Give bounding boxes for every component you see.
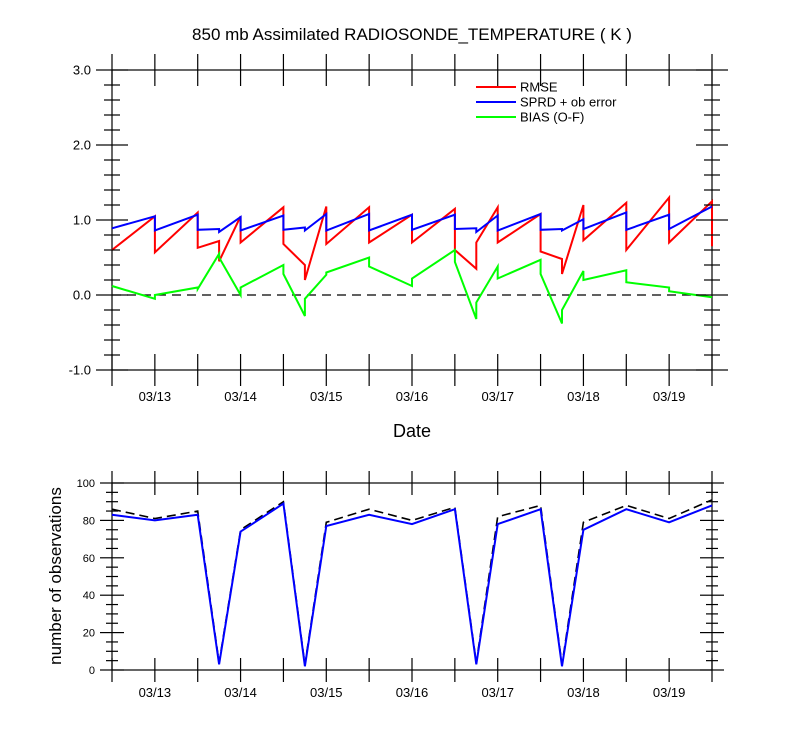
top-x-tick-label: 03/13 [139, 389, 172, 404]
bottom-x-tick-label: 03/14 [224, 685, 257, 700]
bottom-x-tick-label: 03/13 [139, 685, 172, 700]
bottom-x-tick-label: 03/17 [481, 685, 514, 700]
bottom-x-tick-label: 03/19 [653, 685, 686, 700]
top-y-tick-label: 3.0 [73, 63, 91, 78]
top-series-rmse [111, 194, 713, 281]
top-y-tick-label: -1.0 [69, 363, 91, 378]
bottom-y-tick-label: 40 [83, 590, 95, 602]
bottom-y-tick-label: 20 [83, 628, 95, 640]
top-chart: 850 mb Assimilated RADIOSONDE_TEMPERATUR… [69, 25, 728, 441]
bottom-chart-ylabel: number of observations [46, 487, 65, 665]
top-series-sprd-ob-error [111, 205, 713, 235]
bottom-y-tick-label: 0 [89, 665, 95, 677]
top-y-tick-label: 1.0 [73, 213, 91, 228]
legend-label-rmse: RMSE [520, 80, 558, 95]
top-chart-title: 850 mb Assimilated RADIOSONDE_TEMPERATUR… [192, 25, 632, 44]
bottom-series-assimilated-observations [111, 501, 713, 667]
bottom-y-tick-label: 100 [77, 478, 95, 490]
bottom-x-tick-label: 03/15 [310, 685, 343, 700]
bottom-x-tick-label: 03/18 [567, 685, 600, 700]
bottom-x-tick-label: 03/16 [396, 685, 429, 700]
top-x-tick-label: 03/14 [224, 389, 257, 404]
top-x-tick-label: 03/16 [396, 389, 429, 404]
top-x-tick-label: 03/17 [481, 389, 514, 404]
top-y-tick-label: 0.0 [73, 288, 91, 303]
top-x-tick-label: 03/18 [567, 389, 600, 404]
bottom-chart: 0 20 40 60 80 100 03/13 03/14 03/15 03/16 03/17 03… [46, 471, 724, 700]
top-series-bias-o-f [111, 248, 713, 324]
bottom-y-tick-label: 80 [83, 515, 95, 527]
legend-label-sprd-ob-error: SPRD + ob error [520, 95, 617, 110]
top-x-tick-label: 03/15 [310, 389, 343, 404]
top-chart-xlabel: Date [393, 421, 431, 441]
legend-label-bias-o-f: BIAS (O-F) [520, 110, 584, 125]
bottom-y-tick-label: 60 [83, 553, 95, 565]
top-x-tick-label: 03/19 [653, 389, 686, 404]
top-y-tick-label: 2.0 [73, 138, 91, 153]
